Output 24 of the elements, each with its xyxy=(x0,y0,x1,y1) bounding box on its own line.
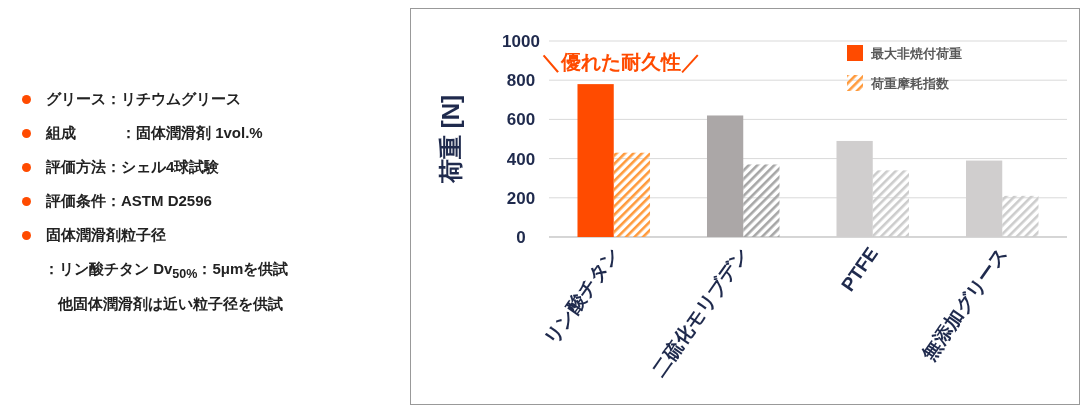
x-tick-label: 二硫化モリブデン xyxy=(648,243,753,380)
y-tick-label: 600 xyxy=(506,110,536,130)
y-tick-label: 1000 xyxy=(502,32,540,51)
annotation: ＼優れた耐久性／ xyxy=(541,51,701,73)
x-tick-label: リン酸チタン xyxy=(540,243,624,349)
y-tick-label: 0 xyxy=(516,228,526,247)
legend-label: 最大非焼付荷重 xyxy=(870,46,962,61)
legend-item: 最大非焼付荷重 xyxy=(847,45,962,61)
text: ：リン酸チタン Dv$_{50%}$：5μmを供試 xyxy=(44,260,289,281)
y-tick-label: 400 xyxy=(506,149,536,169)
x-tick-label: 無添加グリース xyxy=(917,243,1012,366)
text: 他固体潤滑剤は近い粒子径を供試 xyxy=(58,295,283,312)
text: 評価方法：シェル4球試験 xyxy=(46,158,220,175)
text: グリース：リチウムグリース xyxy=(46,90,241,107)
text: 組成 ：固体潤滑剤 1vol.% xyxy=(46,124,263,141)
legend-item: 荷重摩耗指数 xyxy=(847,75,949,91)
bar xyxy=(613,152,651,237)
y-tick-label: 800 xyxy=(506,71,536,91)
y-axis-title: 荷重 [N] xyxy=(437,95,464,184)
bar xyxy=(577,84,614,237)
text: 固体潤滑剤粒子径 xyxy=(46,226,166,243)
text: 評価条件：ASTM D2596 xyxy=(46,192,212,209)
legend-label: 荷重摩耗指数 xyxy=(870,76,950,91)
y-tick-label: 200 xyxy=(506,188,536,208)
